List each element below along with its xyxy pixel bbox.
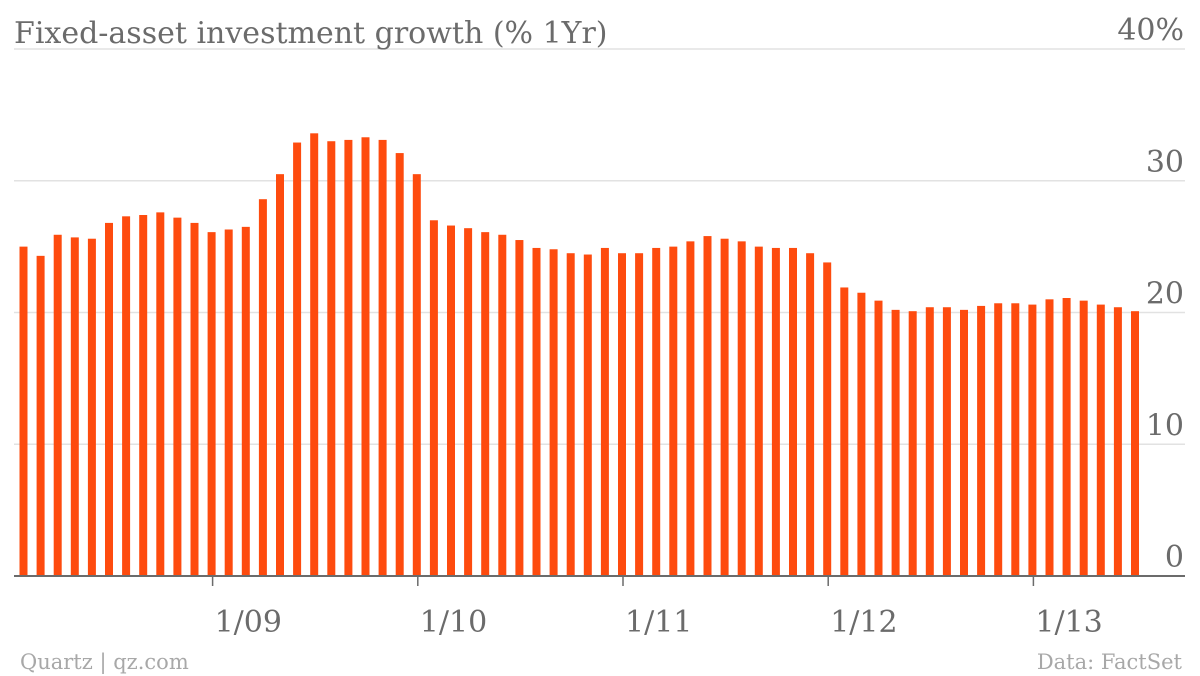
bar [293, 142, 302, 577]
bar [823, 262, 832, 576]
bar [327, 141, 336, 576]
bar [720, 238, 729, 576]
bar [737, 241, 746, 577]
footer-credit: Quartz | qz.com [20, 650, 189, 675]
bar [789, 247, 797, 576]
bar [344, 139, 353, 576]
y-tick-label: 40% [1117, 13, 1184, 48]
bar [1062, 298, 1071, 576]
bar [70, 237, 79, 576]
x-tick-label: 1/10 [420, 605, 487, 640]
bar [19, 246, 28, 576]
bar [652, 247, 661, 576]
bar [87, 238, 96, 576]
bar [703, 236, 712, 576]
y-tick-label: 30 [1146, 145, 1184, 180]
bar [464, 228, 473, 576]
bar [669, 246, 678, 576]
bar [532, 247, 541, 576]
bar [447, 225, 455, 577]
bar [977, 305, 986, 576]
bar [806, 253, 815, 576]
bar [960, 309, 968, 576]
bar [686, 241, 695, 577]
bar [874, 300, 883, 576]
footer-source: Data: FactSet [1037, 650, 1183, 674]
bar [549, 249, 558, 576]
bar [1096, 304, 1105, 576]
bar [754, 246, 763, 576]
bar [908, 311, 917, 576]
bar [566, 253, 575, 576]
bar [600, 247, 609, 576]
bar [1045, 299, 1054, 576]
bar [224, 229, 233, 576]
bar [857, 292, 866, 576]
bar [515, 240, 524, 576]
bar [395, 153, 404, 576]
chart-title: Fixed-asset investment growth (% 1Yr) [14, 16, 608, 51]
bar [840, 287, 849, 576]
x-tick-label: 1/13 [1035, 605, 1102, 640]
x-tick-label: 1/12 [830, 605, 897, 640]
x-axis-ticks: 1/09 1/10 1/11 1/12 1/13 [211, 576, 1103, 640]
gridlines [14, 48, 1185, 445]
bar [891, 309, 900, 576]
bar [258, 199, 267, 576]
bars [19, 133, 1139, 577]
bar [241, 226, 250, 577]
bar [276, 174, 284, 576]
bar [635, 253, 644, 576]
x-tick-label: 1/11 [625, 605, 692, 640]
bar [36, 255, 45, 576]
bar [53, 234, 62, 576]
bar [173, 217, 182, 576]
y-axis-tick-labels: 0 10 20 30 40% [1117, 13, 1184, 575]
bar [618, 253, 626, 576]
bar [583, 254, 592, 576]
bar [1011, 303, 1020, 576]
bar [139, 215, 148, 576]
bar [1131, 311, 1139, 576]
y-tick-label: 20 [1146, 277, 1184, 312]
bar [105, 222, 113, 576]
bar [310, 133, 319, 576]
bar [156, 212, 165, 576]
bar [412, 174, 421, 576]
y-tick-label: 0 [1165, 540, 1184, 575]
bar [190, 222, 199, 576]
bar [361, 137, 370, 576]
bar [207, 232, 216, 576]
bar [378, 139, 387, 576]
bar [498, 234, 507, 576]
bar [925, 307, 934, 576]
bar [1113, 307, 1122, 576]
y-tick-label: 10 [1146, 408, 1184, 443]
bar [122, 216, 131, 576]
bar [1079, 300, 1088, 576]
bar [481, 232, 490, 576]
bar [1028, 304, 1037, 576]
bar [994, 303, 1003, 576]
bar [942, 307, 951, 576]
x-tick-label: 1/09 [215, 605, 282, 640]
bar [771, 247, 780, 576]
bar [429, 220, 438, 576]
